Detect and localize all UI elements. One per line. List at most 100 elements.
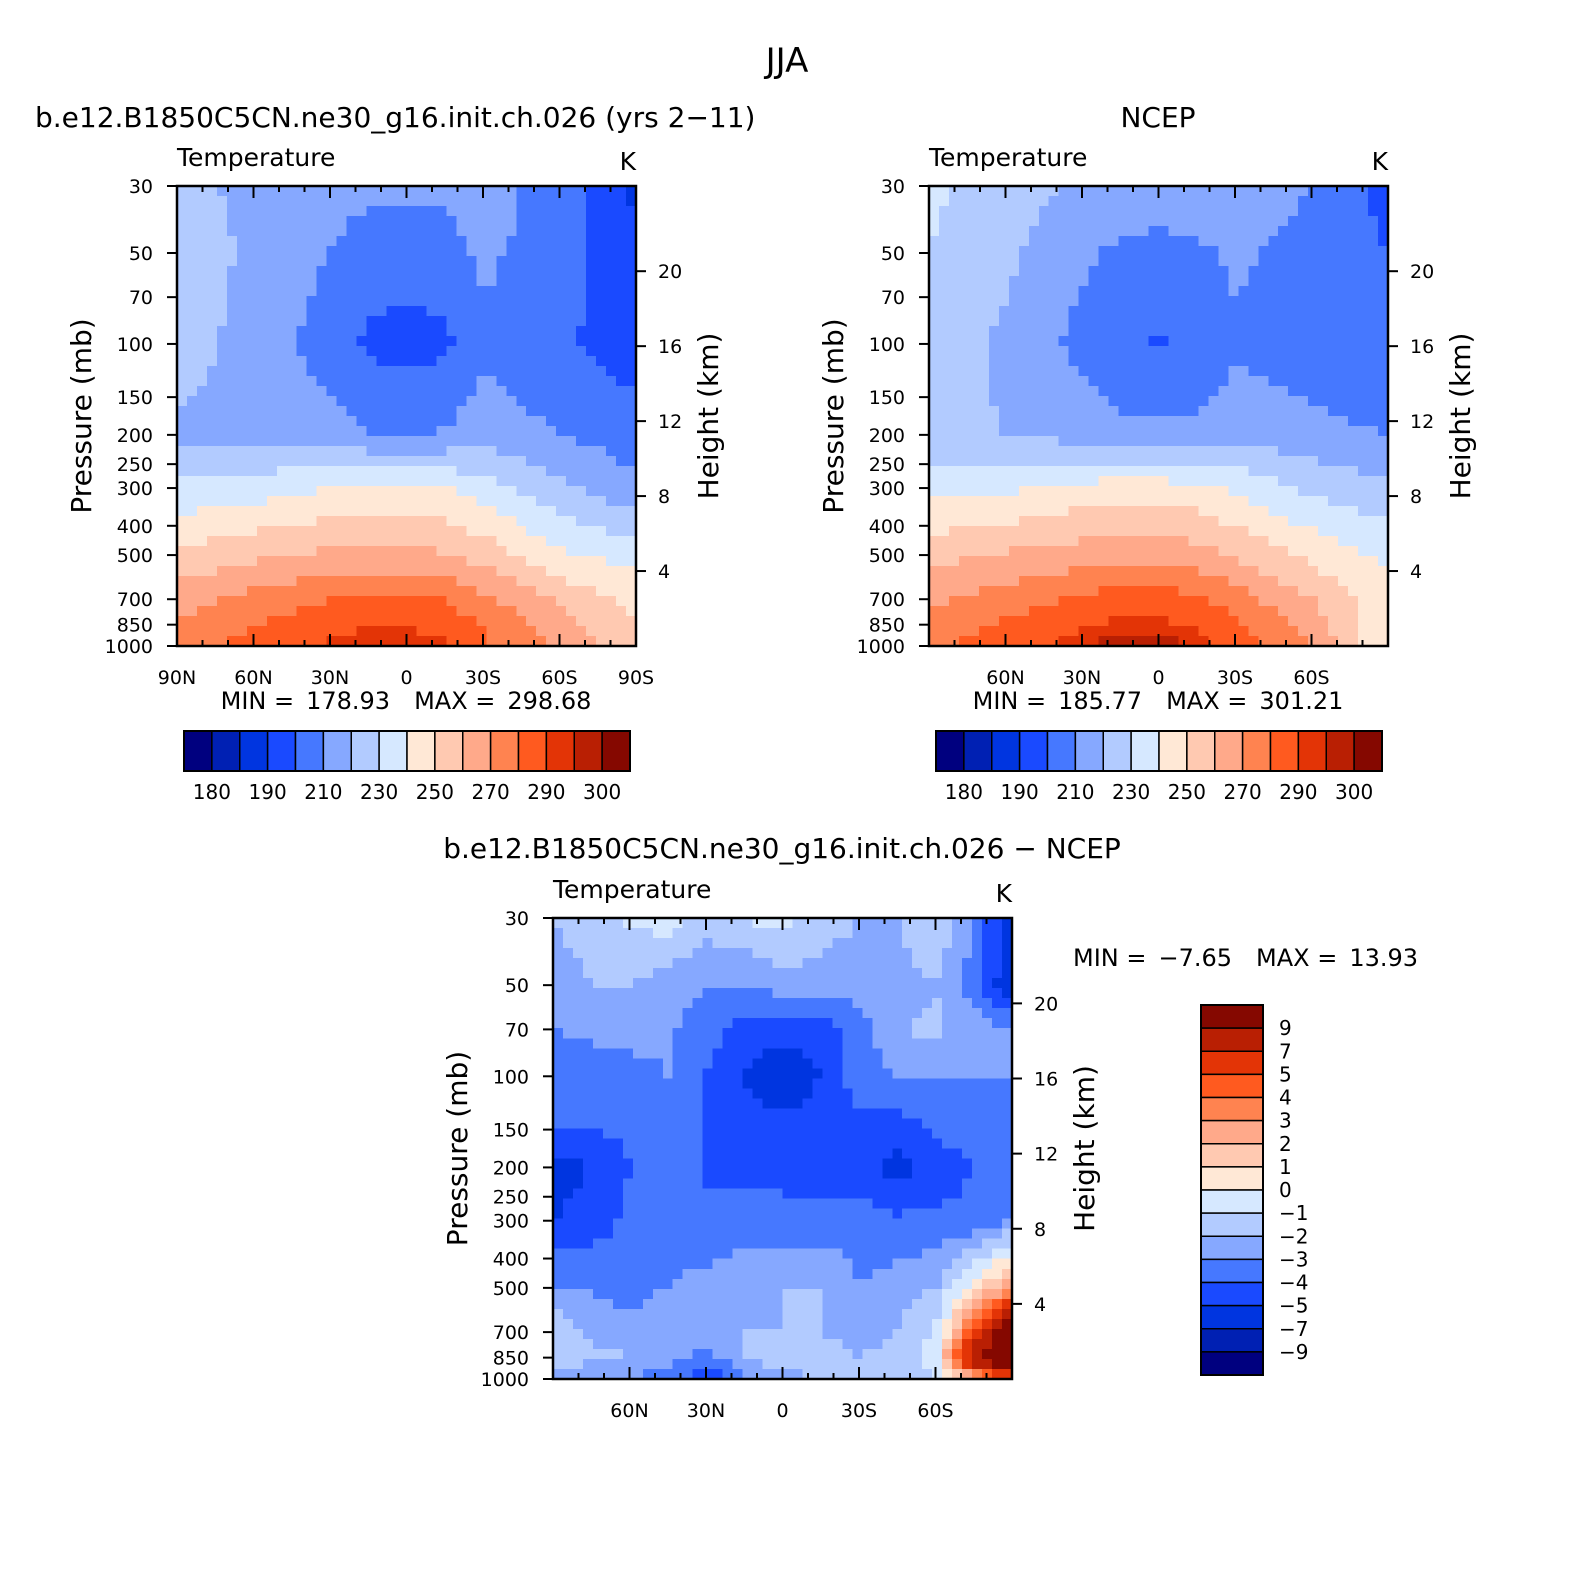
model-field-cell [576,306,587,317]
model-field-cell [506,356,517,367]
model-field-cell [296,416,308,427]
model-field-cell [196,196,208,207]
model-field-cell [306,286,318,297]
diff-field-cell [902,998,913,1009]
model-field-cell [526,206,537,217]
model-field-cell [286,366,298,377]
ncep-field-cell [1058,496,1070,507]
ncep-field-cell [938,396,950,407]
ncep-field-cell [1288,496,1299,507]
ncep-field-cell [1228,626,1239,637]
ncep-field-cell [929,436,940,447]
ncep-field-cell [1038,556,1050,567]
diff-field-cell [592,938,604,949]
ncep-field-cell [1008,196,1020,207]
ncep-field-cell [1228,506,1239,517]
model-field-cell [256,466,268,477]
model-field-cell [486,226,497,237]
ncep-field-cell [1298,426,1309,437]
ncep-field-cell [1288,246,1299,257]
model-field-cell [576,546,587,557]
model-field-cell [276,426,288,437]
model-field-cell [546,216,557,227]
model-field-cell [536,316,547,327]
ncep-field-cell [1278,286,1289,297]
ncep-colorbar-swatch [1353,730,1383,772]
ncep-field-cell [1298,486,1309,497]
ncep-field-cell [1298,586,1309,597]
model-field-cell [416,386,428,397]
model-field-cell [406,296,418,307]
model-field-cell [596,216,607,227]
ncep-field-cell [1208,196,1219,207]
model-field-cell [626,286,637,297]
model-colorbar-label: 230 [360,780,398,804]
ncep-field-cell [1358,426,1369,437]
ncep-field-cell [1128,496,1140,507]
model-field-cell [306,506,318,517]
ncep-field-cell [1218,606,1229,617]
ncep-field-cell [1238,286,1249,297]
model-field-cell [246,426,258,437]
ncep-field-cell [1288,426,1299,437]
ncep-field-cell [1108,556,1120,567]
ncep-field-cell [1058,566,1070,577]
model-field-cell [446,616,457,627]
ncep-field-cell [938,226,950,237]
ncep-field-cell [1318,356,1329,367]
model-field-cell [536,596,547,607]
diff-field-cell [562,928,574,939]
ncep-field-cell [1378,526,1389,537]
diff-field-cell [682,1008,694,1019]
ncep-field-cell [1178,456,1190,467]
ncep-field-cell [1138,276,1150,287]
model-field-cell [316,466,328,477]
ncep-field-cell [1338,576,1349,587]
ncep-field-cell [1028,426,1040,437]
model-field-cell [266,536,278,547]
ncep-field-cell [929,306,940,317]
model-field-cell [436,486,448,497]
model-field-cell [506,246,517,257]
model-field-cell [326,196,338,207]
model-field-cell [177,356,188,367]
ncep-field-cell [1108,436,1120,447]
diff-field-cell [662,978,674,989]
model-field-cell [576,426,587,437]
ncep-field-cell [1328,396,1339,407]
model-field-cell [186,406,198,417]
model-field-cell [396,536,408,547]
ncep-field-cell [1278,366,1289,377]
diff-field-cell [962,978,973,989]
ncep-field-cell [1358,556,1369,567]
ncep-field-cell [988,356,1000,367]
model-field-cell [366,386,378,397]
model-field-cell [616,596,627,607]
model-field-cell [336,536,348,547]
model-field-cell [426,586,438,597]
model-field-cell [476,546,487,557]
ncep-field-cell [1158,476,1170,487]
model-x-tick-label: 60S [541,667,577,689]
ncep-field-cell [1238,296,1249,307]
model-field-cell [476,366,487,377]
model-field-cell [416,546,428,557]
ncep-field-cell [1178,526,1190,537]
ncep-field-cell [1068,456,1080,467]
model-field-cell [256,346,268,357]
model-field-cell [576,346,587,357]
ncep-field-cell [1318,346,1329,357]
diff-field-cell [1002,1008,1013,1019]
model-field-cell [276,276,288,287]
ncep-field-cell [968,316,980,327]
ncep-field-cell [1178,216,1190,227]
model-field-cell [626,536,637,547]
ncep-field-cell [1348,386,1359,397]
diff-left-label: Temperature [552,875,711,904]
ncep-field-cell [1348,556,1359,567]
model-field-cell [196,516,208,527]
ncep-field-cell [998,486,1010,497]
model-field-cell [216,196,228,207]
model-field-cell [286,616,298,627]
ncep-field-cell [978,196,990,207]
